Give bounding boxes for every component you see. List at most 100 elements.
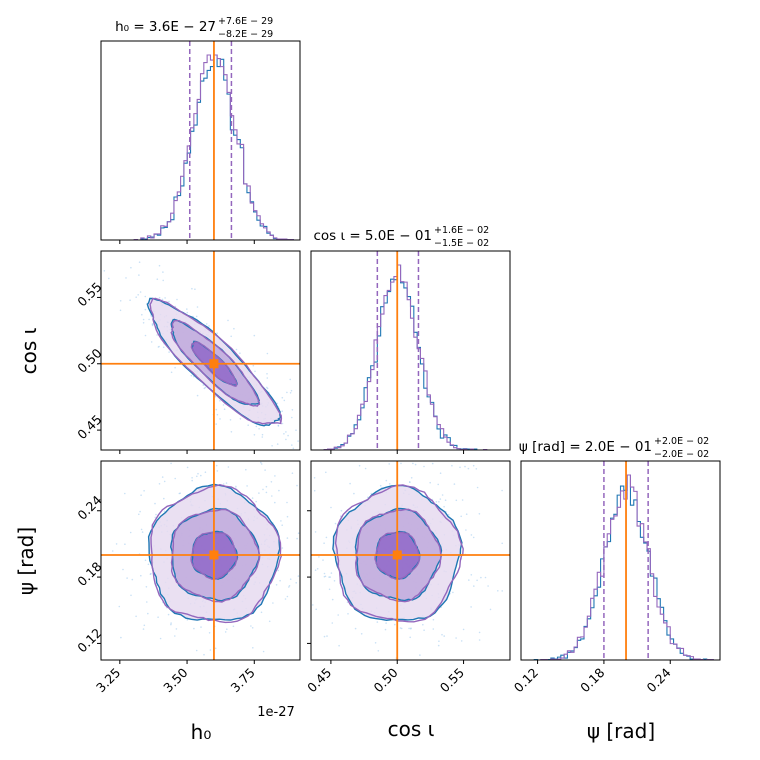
panel-psi-h0-sample: [288, 586, 290, 588]
panel-cosi-h0-sample: [164, 297, 166, 299]
panel-psi-cosi-sample: [324, 575, 327, 578]
panel-psi-cosi-sample: [432, 618, 435, 621]
panel-cosi-h0-sample: [156, 334, 158, 336]
panel-psi-h0-sample: [203, 653, 205, 656]
panel-psi-h0-sample: [246, 485, 248, 487]
panel-cosi-h0-sample: [254, 370, 256, 373]
panel-frame-1-1: [310, 250, 511, 451]
panel-psi-h0-sample: [195, 649, 198, 652]
panel-cosi-h0-sample: [253, 434, 256, 436]
panel-psi-h0-sample: [146, 601, 148, 603]
panel-cosi-h0-sample: [151, 323, 154, 325]
panel-cosi-h0-sample: [290, 389, 293, 392]
panel-psi-h0-sample: [163, 510, 166, 513]
panel-psi-h0-sample: [215, 464, 218, 467]
panel-psi-h0-sample: [265, 485, 268, 488]
panel-psi-h0-sample: [272, 602, 274, 604]
panel-cosi-h0-sample: [266, 377, 269, 379]
panel-psi-cosi-sample: [423, 629, 425, 631]
panel-cosi-h0-sample: [138, 261, 141, 264]
panel-psi-cosi-injection-marker: [392, 550, 402, 560]
panel-psi-h0-sample: [111, 550, 114, 552]
panel-psi-h0-sample: [131, 578, 134, 581]
panel-psi-cosi-sample: [443, 505, 445, 508]
panel-cosi-h0-sample: [176, 298, 178, 301]
x-tick-label: 0.24: [643, 665, 673, 695]
panel-psi-h0-sample: [226, 628, 228, 630]
panel-psi-h0-sample: [193, 627, 195, 630]
panel-cosi-h0-sample: [261, 433, 264, 436]
panel-psi-cosi-sample: [441, 633, 443, 636]
panel-cosi-h0-sample: [291, 416, 293, 419]
panel-psi-cosi-sample: [364, 467, 367, 470]
panel-psi-h0-sample: [120, 636, 122, 639]
panel-cosi-h0-sample: [287, 434, 289, 437]
panel-cosi-h0-sample: [289, 392, 292, 394]
panel-psi-h0-sample: [129, 531, 132, 534]
title-h0: h₀ = 3.6E − 27: [115, 19, 216, 35]
panel-psi-h0-sample: [262, 650, 265, 653]
panel-psi-h0-sample: [163, 480, 166, 483]
panel-psi-h0-sample: [154, 502, 156, 505]
panel-psi-cosi-sample: [468, 579, 470, 581]
panel-psi-h0-sample: [174, 635, 176, 637]
panel-cosi-h0-sample: [216, 332, 218, 335]
panel-cosi-h0-sample: [247, 424, 249, 427]
panel-psi-h0-sample: [291, 472, 294, 475]
x-tick-label: 0.45: [304, 665, 334, 695]
panel-psi-h0-sample: [139, 510, 141, 513]
panel-psi-h0-sample: [147, 563, 150, 566]
x-axis-label-psi: ψ [rad]: [587, 719, 655, 743]
panel-psi-h0-contour-b: [150, 483, 283, 624]
panel-cosi-h0-sample: [219, 400, 221, 402]
panel-cosi-h0-sample: [261, 436, 264, 438]
panel-psi-cosi-sample: [313, 477, 316, 479]
panel-cosi-h0-sample: [285, 438, 287, 441]
panel-psi-cosi-sample: [501, 489, 503, 492]
panel-cosi-h0-injection-marker: [209, 359, 219, 369]
panel-psi-h0-contour-b: [190, 531, 238, 580]
panel-psi-cosi-sample: [314, 569, 317, 571]
x-tick-label: 0.50: [370, 665, 400, 695]
panel-cosi-h0-sample: [230, 335, 232, 338]
panel-cosi-h0-sample: [151, 324, 154, 327]
panel-psi-h0-sample: [286, 515, 289, 518]
panel-frame-0-2: [100, 460, 301, 661]
panel-psi-cosi-contour-b: [334, 484, 464, 623]
panel-psi-h0-sample: [135, 615, 137, 618]
y-tick-label: 0.50: [74, 345, 104, 375]
panel-psi-h0-sample: [178, 492, 181, 495]
panel-cosi-h0-sample: [162, 279, 164, 282]
panel-cosi-h0-sample: [156, 278, 159, 281]
panel-psi-cosi-sample: [443, 635, 446, 637]
panel-cosi-h0-sample: [119, 300, 122, 302]
panel-psi-h0-sample: [163, 497, 165, 500]
panel-psi-cosi-sample: [385, 479, 388, 482]
panel-psi-cosi-sample: [316, 568, 319, 570]
panel-cosi-h0-sample: [168, 351, 170, 353]
panel-cosi-h0-sample: [119, 309, 122, 312]
panel-psi-h0-injection-marker: [209, 550, 219, 560]
panel-psi-cosi-sample: [455, 499, 458, 502]
panel-psi-cosi-sample: [347, 613, 349, 615]
title-cosi-plus: +1.6E − 02: [434, 225, 489, 236]
y-axis-label-psi: ψ [rad]: [14, 527, 38, 595]
panel-psi-h0-sample: [260, 461, 262, 464]
panel-psi-cosi-sample: [431, 462, 434, 465]
panel-cosi-h0-sample: [229, 419, 232, 421]
y-axis-label-cosi: cos ι: [17, 327, 41, 374]
panel-psi-h0-sample: [149, 573, 152, 575]
panel-psi-h0-sample: [143, 490, 145, 492]
panel-cosi-h0-sample: [170, 371, 173, 374]
panel-psi-cosi-sample: [438, 501, 440, 503]
panel-psi-cosi-sample: [337, 614, 340, 616]
panel-psi-cosi-sample: [377, 650, 380, 652]
panel-psi-h0-sample: [224, 631, 227, 633]
panel-psi-cosi-sample: [476, 579, 478, 582]
panel-psi-cosi-sample: [408, 627, 410, 630]
panel-psi-h0-sample: [200, 626, 202, 628]
panel-psi-cosi-sample: [384, 628, 387, 631]
panel-cosi-h0-sample: [230, 431, 233, 433]
panel-psi-h0-sample: [264, 469, 266, 471]
panel-cosi-h0-sample: [295, 429, 297, 432]
